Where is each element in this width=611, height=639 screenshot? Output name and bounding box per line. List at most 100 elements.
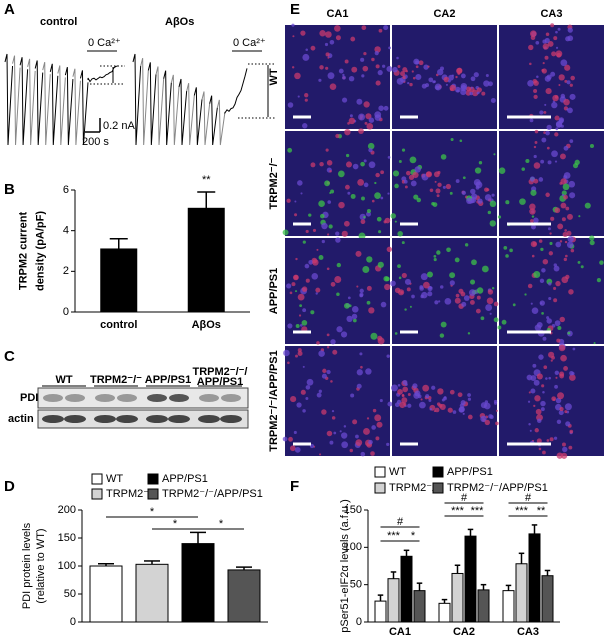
cell-dot xyxy=(533,145,537,149)
panel-label: F xyxy=(290,478,299,495)
y-tick-label: 50 xyxy=(64,588,76,600)
cell-dot xyxy=(563,194,568,200)
cell-dot xyxy=(347,191,351,195)
cell-dot xyxy=(553,298,558,303)
cell-dot xyxy=(462,176,466,180)
cell-dot xyxy=(294,290,298,293)
legend-label: TRPM2⁻/⁻/APP/PS1 xyxy=(447,482,548,494)
cell-dot xyxy=(480,316,485,321)
cell-dot xyxy=(297,95,300,98)
cell-dot xyxy=(434,180,437,183)
blot-band xyxy=(168,415,190,423)
row-label: APP/PS1 xyxy=(268,268,280,314)
cell-dot xyxy=(286,198,291,203)
cell-dot xyxy=(475,181,483,189)
cell-dot xyxy=(432,202,438,207)
cell-dot xyxy=(556,338,561,343)
cell-dot xyxy=(404,278,411,285)
lane-label: TRPM2⁻/⁻ xyxy=(90,374,142,386)
cell-dot xyxy=(347,296,351,300)
cell-dot xyxy=(530,302,533,305)
cell-dot xyxy=(371,425,376,430)
cell-dot xyxy=(548,282,552,286)
cell-dot xyxy=(377,70,383,76)
cell-dot xyxy=(553,36,558,41)
cell-dot xyxy=(366,211,371,217)
cell-dot xyxy=(414,390,421,397)
cell-dot xyxy=(291,23,295,27)
cell-dot xyxy=(362,65,369,72)
bar xyxy=(374,600,387,623)
cell-dot xyxy=(459,139,463,143)
micrograph xyxy=(285,25,390,129)
cell-dot xyxy=(294,72,301,80)
cell-dot xyxy=(530,189,537,196)
cell-dot xyxy=(449,389,455,395)
cell-dot xyxy=(327,56,330,59)
cell-dot xyxy=(546,146,550,150)
cell-dot xyxy=(297,351,303,357)
y-axis-label: (relative to WT) xyxy=(35,528,47,603)
cell-dot xyxy=(569,139,574,144)
cell-dot xyxy=(563,145,569,151)
cell-dot xyxy=(480,415,487,423)
cell-dot xyxy=(286,283,292,289)
micrograph xyxy=(392,346,497,456)
cell-dot xyxy=(413,58,420,65)
cell-dot xyxy=(331,416,336,420)
cell-dot xyxy=(539,110,544,115)
x-tick-label: AβOs xyxy=(192,319,221,331)
cell-dot xyxy=(584,202,591,209)
cell-dot xyxy=(567,107,573,114)
y-tick-label: 200 xyxy=(58,504,76,516)
x-tick-label: control xyxy=(100,319,137,331)
cell-dot xyxy=(359,288,364,293)
cell-dot xyxy=(565,36,571,42)
bar xyxy=(502,590,515,623)
y-tick-label: 50 xyxy=(350,579,362,591)
cell-dot xyxy=(564,410,568,414)
cell-dot xyxy=(345,153,350,158)
cell-dot xyxy=(460,400,466,406)
cell-dot xyxy=(440,285,444,289)
cell-dot xyxy=(556,52,562,58)
cell-dot xyxy=(334,276,342,283)
cell-dot xyxy=(358,113,366,121)
cell-dot xyxy=(437,182,442,188)
lane-label: APP/PS1 xyxy=(145,374,191,386)
cell-dot xyxy=(352,163,359,170)
cell-dot xyxy=(439,66,444,71)
cell-dot xyxy=(550,359,553,362)
cell-dot xyxy=(292,35,295,38)
cell-dot xyxy=(542,258,549,265)
cell-dot xyxy=(552,398,556,401)
cell-dot xyxy=(380,301,387,308)
cell-dot xyxy=(359,213,366,221)
cell-dot xyxy=(375,172,380,178)
cell-dot xyxy=(360,57,365,62)
cell-dot xyxy=(553,286,557,290)
cell-dot xyxy=(549,437,554,442)
cell-dot xyxy=(467,393,471,397)
cell-dot xyxy=(427,65,430,68)
legend-swatch xyxy=(91,488,103,500)
cell-dot xyxy=(455,293,460,298)
cell-dot xyxy=(374,111,382,118)
cell-dot xyxy=(437,388,444,395)
cell-dot xyxy=(473,72,479,78)
cell-dot xyxy=(538,447,542,451)
cell-dot xyxy=(524,293,527,296)
current-trace xyxy=(209,95,218,146)
y-tick-label: 100 xyxy=(58,560,76,572)
cell-dot xyxy=(409,156,417,164)
cell-dot xyxy=(531,254,535,258)
cell-dot xyxy=(390,213,396,219)
cell-dot xyxy=(370,451,375,456)
row-label: TRPM2⁻/⁻/APP/PS1 xyxy=(268,350,280,451)
cell-dot xyxy=(336,326,343,333)
cell-dot xyxy=(404,308,407,311)
cell-dot xyxy=(356,369,363,376)
cell-dot xyxy=(559,371,565,377)
cell-dot xyxy=(338,68,344,74)
cell-dot xyxy=(350,393,355,398)
